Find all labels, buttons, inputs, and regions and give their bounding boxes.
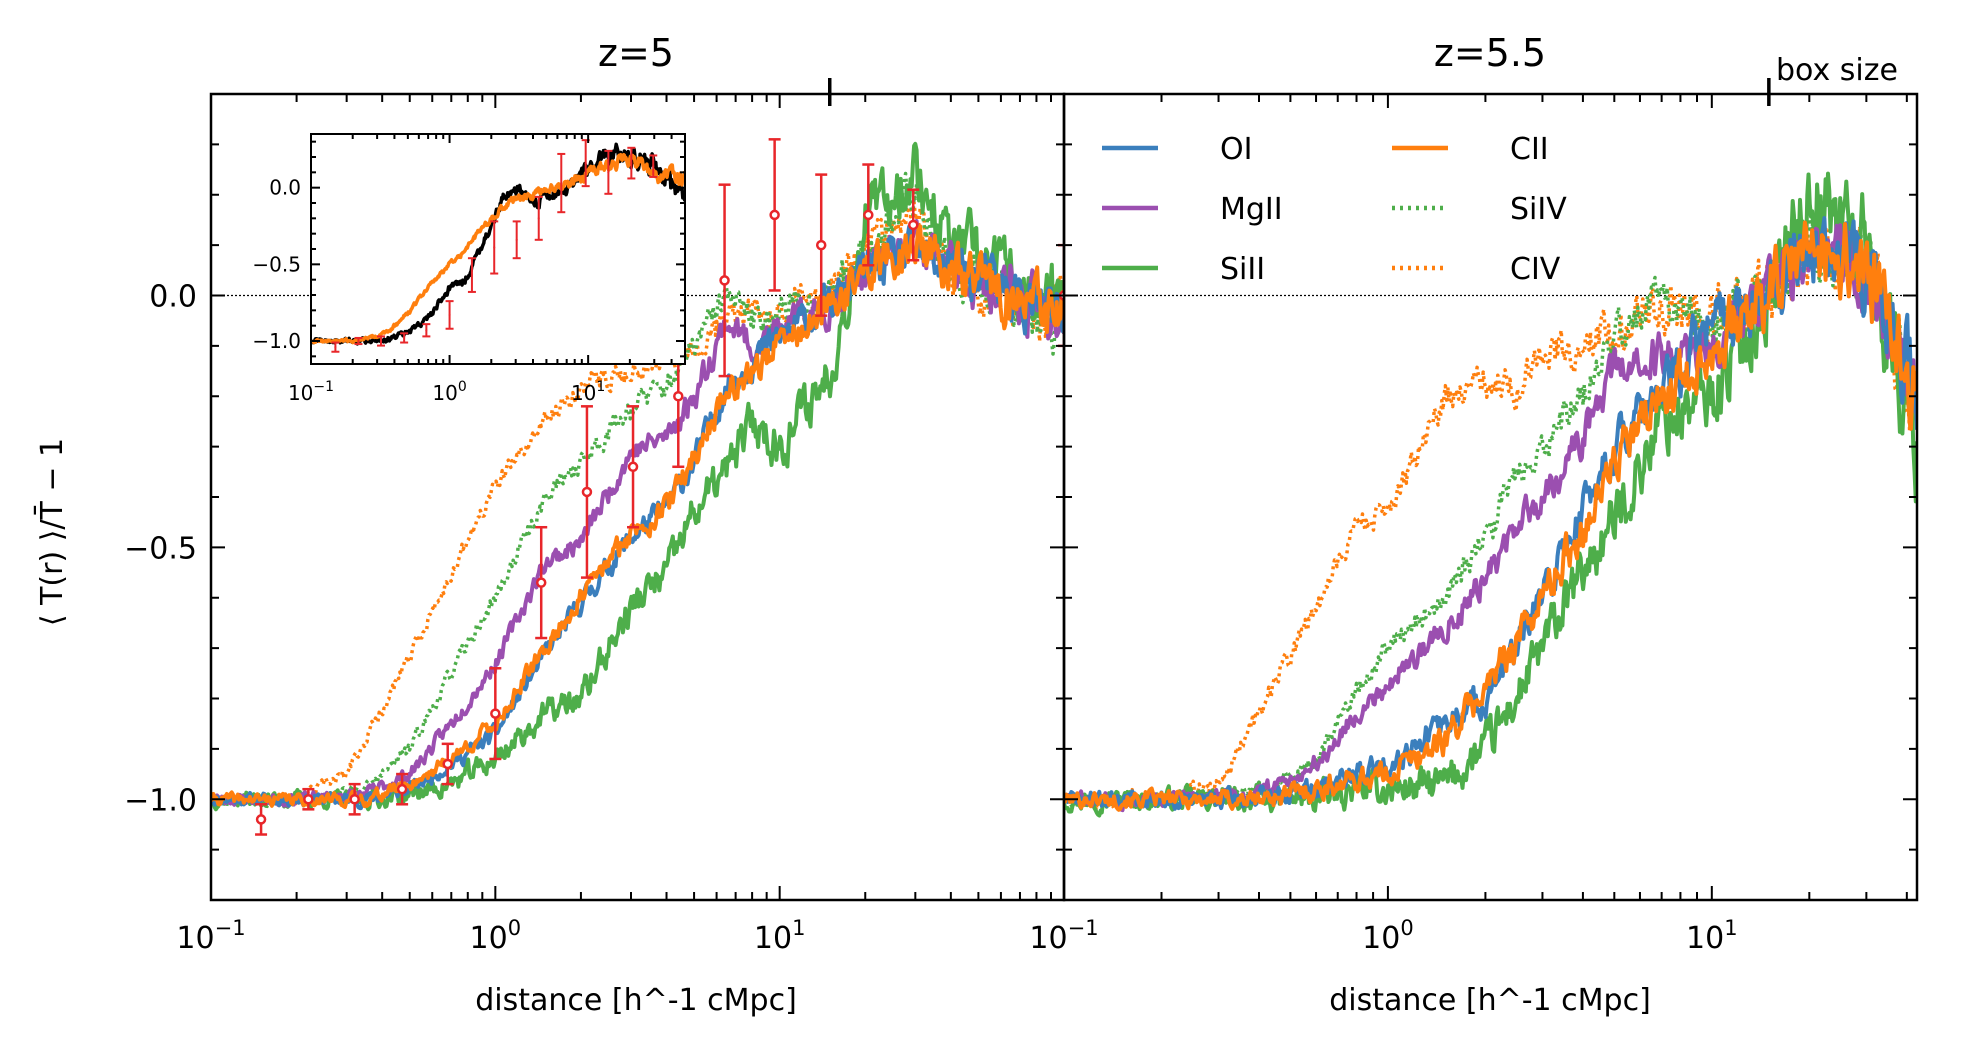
x-axis-label-right: distance [h^-1 cMpc]: [1329, 983, 1651, 1018]
legend-label: SiII: [1220, 252, 1265, 287]
panel-title-right: z=5.5: [1434, 31, 1546, 75]
legend-label: MgII: [1220, 192, 1283, 227]
y-tick-label: 0.0: [149, 280, 197, 315]
legend-label: SiIV: [1510, 192, 1567, 227]
legend-label: CIV: [1510, 252, 1561, 287]
inset-y-tick-label: −0.5: [252, 252, 301, 276]
y-axis-label: ⟨ T(r) ⟩/T̄ − 1: [34, 438, 70, 626]
legend-label: OI: [1220, 132, 1252, 167]
x-axis-label-left: distance [h^-1 cMpc]: [475, 983, 797, 1018]
box-size-label: box size: [1776, 53, 1898, 88]
panel-title-left: z=5: [598, 31, 674, 75]
inset-y-tick-label: 0.0: [269, 176, 301, 200]
y-tick-label: −1.0: [124, 783, 197, 818]
inset-y-tick-label: −1.0: [252, 329, 301, 353]
legend-label: CII: [1510, 132, 1549, 167]
y-tick-label: −0.5: [124, 531, 197, 566]
